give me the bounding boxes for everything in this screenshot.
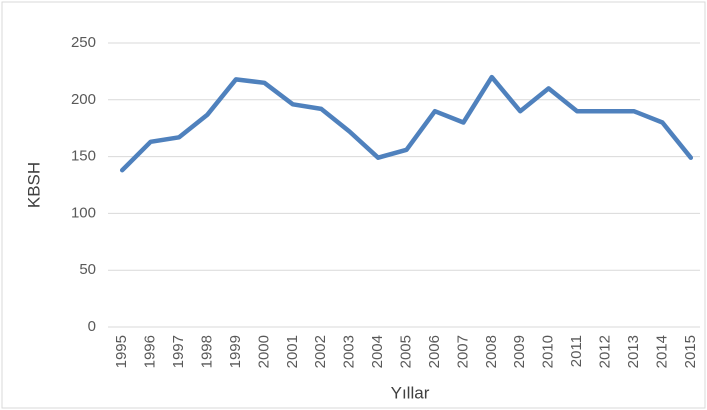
x-tick-label: 2000 — [255, 335, 272, 368]
x-tick-label: 1997 — [170, 335, 187, 368]
x-tick-label: 2001 — [284, 335, 301, 368]
x-tick-label: 2008 — [483, 335, 500, 368]
x-tick-label: 2005 — [397, 335, 414, 368]
x-tick-label: 2006 — [426, 335, 443, 368]
x-tick-label: 2011 — [568, 335, 585, 367]
y-tick-label: 150 — [71, 148, 96, 165]
x-tick-label: 1996 — [142, 335, 159, 368]
x-tick-label: 2015 — [682, 335, 699, 368]
y-tick-label: 0 — [88, 318, 96, 335]
x-axis-title: Yıllar — [391, 383, 430, 402]
x-tick-label: 2010 — [540, 335, 557, 368]
y-tick-label: 200 — [71, 91, 96, 108]
x-tick-label: 2014 — [653, 335, 670, 368]
x-tick-label: 2007 — [454, 335, 471, 368]
x-tick-label: 2004 — [369, 335, 386, 368]
x-tick-label: 2002 — [312, 335, 329, 368]
x-tick-label: 2012 — [596, 335, 613, 368]
y-tick-label: 50 — [79, 261, 96, 278]
y-axis-title: KBSH — [24, 162, 43, 208]
x-tick-label: 1995 — [113, 335, 130, 368]
y-tick-label: 100 — [71, 204, 96, 221]
x-tick-label: 2009 — [511, 335, 528, 368]
x-tick-label: 1998 — [198, 335, 215, 368]
x-tick-label: 2003 — [341, 335, 358, 368]
x-tick-label: 1999 — [227, 335, 244, 368]
data-line — [119, 74, 694, 173]
y-tick-label: 250 — [71, 34, 96, 51]
x-tick-label: 2013 — [625, 335, 642, 368]
